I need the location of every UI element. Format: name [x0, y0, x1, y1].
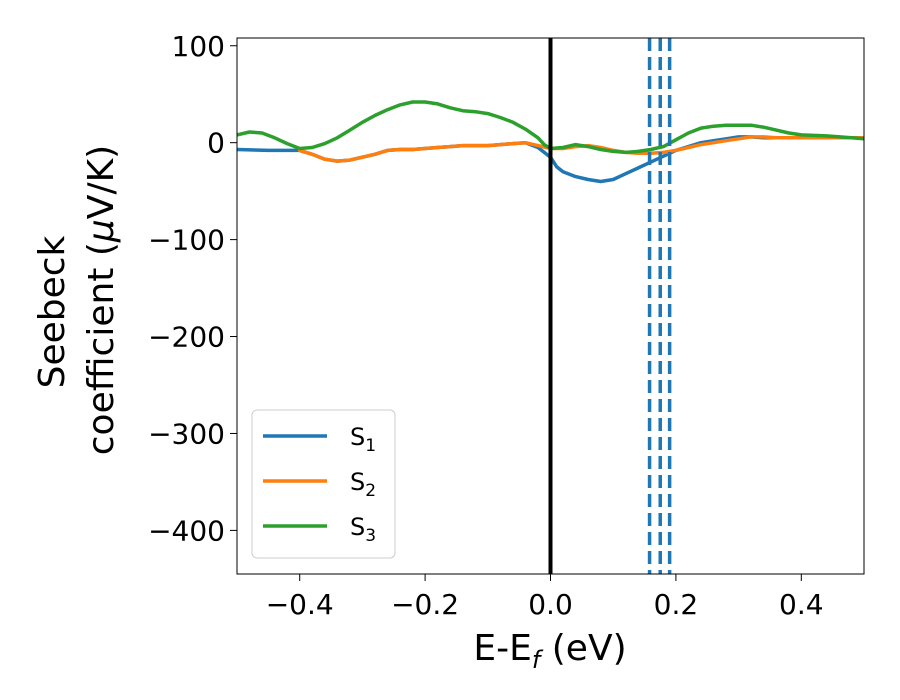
- series-line-s2: [297, 135, 864, 163]
- legend-label-s1: S1: [350, 423, 376, 456]
- y-tick-label: 100: [172, 30, 225, 63]
- y-axis-ticks: 100 0 −100 −200 −300 −400: [148, 30, 237, 547]
- vertical-markers: [548, 38, 672, 574]
- x-tick-label: 0.0: [528, 588, 573, 621]
- legend-label-s3: S3: [350, 513, 376, 546]
- x-axis-label: E-Ef (eV): [473, 628, 626, 674]
- y-axis-label-line2: coefficient (μV/K): [81, 145, 122, 455]
- legend: S1 S2 S3: [251, 409, 396, 559]
- y-tick-label: −200: [148, 321, 225, 354]
- y-axis-label-line1: Seebeck: [32, 235, 73, 388]
- x-tick-label: −0.2: [391, 588, 459, 621]
- y-tick-label: 0: [207, 127, 225, 160]
- y-tick-label: −400: [148, 514, 225, 547]
- x-tick-label: 0.2: [654, 588, 699, 621]
- x-axis-ticks: −0.4 −0.2 0.0 0.2 0.4: [266, 574, 824, 621]
- y-tick-label: −100: [148, 224, 225, 257]
- x-tick-label: 0.4: [779, 588, 824, 621]
- x-tick-label: −0.4: [266, 588, 334, 621]
- y-tick-label: −300: [148, 417, 225, 450]
- legend-box: [251, 409, 396, 559]
- series-line-s3: [237, 100, 864, 155]
- legend-label-s2: S2: [350, 468, 376, 501]
